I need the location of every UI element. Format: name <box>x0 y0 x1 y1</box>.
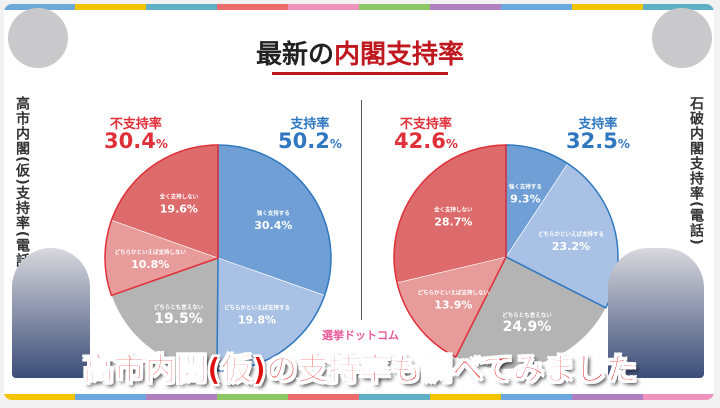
slice-category-label: 強く支持する <box>257 209 290 217</box>
slice-value-label: 24.9% <box>503 319 552 335</box>
not-support-group-outline <box>393 144 507 359</box>
slice-category-label: どちらかといえば支持する <box>538 230 604 238</box>
left-side-label: 高市内閣(仮)支持率(電話) <box>14 96 30 276</box>
right-not-support-label: 不支持率 42.6% <box>394 117 458 153</box>
caption-subtitle: 高市内閣(仮)の支持率も調べてみました <box>82 352 638 389</box>
slice-category-label: 全く支持しない <box>159 193 199 201</box>
host-avatar-left <box>8 8 68 68</box>
chart-divider <box>361 100 362 320</box>
slice-category-label: どちらとも言えない <box>154 303 204 311</box>
slice-category-label: どちらかといえば支持する <box>224 303 290 311</box>
right-side-label: 石破内閣支持率(電話) <box>688 96 704 246</box>
support-group-outline <box>216 144 332 372</box>
slice-category-label: 強く支持する <box>509 183 542 191</box>
left-not-support-label: 不支持率 30.4% <box>104 117 168 153</box>
slice-value-label: 30.4% <box>254 219 292 232</box>
slice-value-label: 19.6% <box>160 203 198 216</box>
not-support-group-outline <box>104 144 219 297</box>
top-color-stripe <box>4 4 714 10</box>
title-prefix: 最新の <box>255 40 334 70</box>
slice-value-label: 28.7% <box>434 215 472 228</box>
bottom-color-stripe <box>4 394 714 400</box>
title-underline <box>272 72 448 75</box>
takaichi-photo <box>12 248 90 378</box>
slice-value-label: 19.5% <box>154 311 203 327</box>
slice-value-label: 9.3% <box>510 193 541 206</box>
slice-category-label: どちらとも言えない <box>502 311 552 319</box>
slice-value-label: 23.2% <box>552 240 590 253</box>
slice-value-label: 13.9% <box>434 299 472 312</box>
slide-title: 最新の内閣支持率 <box>0 34 720 71</box>
slice-value-label: 19.8% <box>238 313 276 326</box>
slice-category-label: どちらかといえば支持しない <box>114 248 186 256</box>
right-support-label: 支持率 32.5% <box>566 117 630 153</box>
slice-value-label: 10.8% <box>131 258 169 271</box>
left-support-label: 支持率 50.2% <box>278 117 342 153</box>
slice-category-label: 全く支持しない <box>433 205 473 213</box>
senkyo-logo: 選挙ドットコム <box>322 329 399 342</box>
host-avatar-right <box>652 8 712 68</box>
ishiba-photo <box>608 248 704 378</box>
title-highlight: 内閣支持率 <box>334 40 465 70</box>
slice-category-label: どちらかといえば支持しない <box>418 289 490 297</box>
pie-slice <box>455 256 607 370</box>
